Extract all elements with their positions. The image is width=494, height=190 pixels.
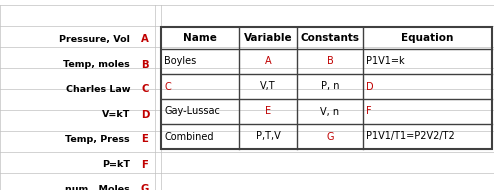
Text: A: A <box>265 56 271 66</box>
Text: P, n: P, n <box>321 82 339 92</box>
Text: Equation: Equation <box>401 33 453 43</box>
Text: A: A <box>141 35 149 44</box>
Text: Boyles: Boyles <box>164 56 196 66</box>
Text: Gay-Lussac: Gay-Lussac <box>164 107 220 116</box>
Text: Combined: Combined <box>164 131 213 142</box>
Text: Temp, Press: Temp, Press <box>65 135 130 144</box>
Text: D: D <box>366 82 373 92</box>
Text: Charles Law: Charles Law <box>66 85 130 94</box>
Text: num.  Moles: num. Moles <box>65 185 130 190</box>
Text: C: C <box>164 82 171 92</box>
Bar <box>161 27 492 149</box>
Text: D: D <box>141 109 149 120</box>
Text: V, n: V, n <box>321 107 339 116</box>
Text: F: F <box>366 107 371 116</box>
Text: Pressure, Vol: Pressure, Vol <box>59 35 130 44</box>
Text: P,T,V: P,T,V <box>255 131 281 142</box>
Text: V,T: V,T <box>260 82 276 92</box>
Text: G: G <box>141 184 149 190</box>
Text: E: E <box>142 135 148 145</box>
Text: C: C <box>141 85 149 94</box>
Text: Temp, moles: Temp, moles <box>63 60 130 69</box>
Text: V=kT: V=kT <box>102 110 130 119</box>
Text: G: G <box>326 131 334 142</box>
Text: P1V1=k: P1V1=k <box>366 56 405 66</box>
Text: Variable: Variable <box>244 33 292 43</box>
Text: F: F <box>142 159 148 169</box>
Text: Constants: Constants <box>300 33 360 43</box>
Text: P=kT: P=kT <box>102 160 130 169</box>
Text: E: E <box>265 107 271 116</box>
Text: P1V1/T1=P2V2/T2: P1V1/T1=P2V2/T2 <box>366 131 455 142</box>
Text: Name: Name <box>183 33 217 43</box>
Text: B: B <box>141 59 149 70</box>
Text: B: B <box>327 56 333 66</box>
